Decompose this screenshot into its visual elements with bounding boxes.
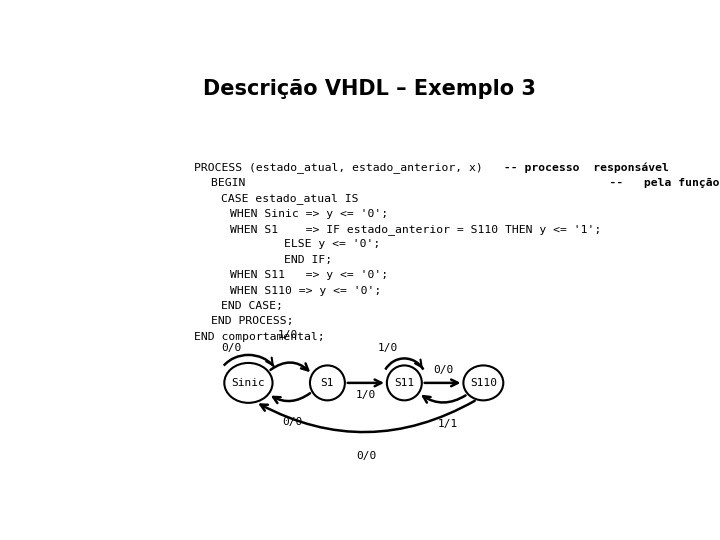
Text: S110: S110 [470,378,497,388]
Text: -- processo  responsável: -- processo responsável [497,163,669,173]
Ellipse shape [310,366,345,400]
Text: --   pela função de saída: -- pela função de saída [582,178,720,188]
Text: END IF;: END IF; [284,255,332,265]
Text: WHEN S1    => IF estado_anterior = S110 THEN y <= '1';: WHEN S1 => IF estado_anterior = S110 THE… [230,224,601,235]
Text: 1/1: 1/1 [438,420,458,429]
Text: WHEN S11   => y <= '0';: WHEN S11 => y <= '0'; [230,270,388,280]
Ellipse shape [225,363,273,403]
Text: S11: S11 [395,378,415,388]
Text: WHEN S110 => y <= '0';: WHEN S110 => y <= '0'; [230,286,381,295]
Text: 1/0: 1/0 [377,342,398,353]
Text: PROCESS (estado_atual, estado_anterior, x): PROCESS (estado_atual, estado_anterior, … [194,163,497,173]
Text: 0/0: 0/0 [222,342,242,353]
Text: END comportamental;: END comportamental; [194,332,325,342]
Text: Descrição VHDL – Exemplo 3: Descrição VHDL – Exemplo 3 [202,79,536,99]
Text: 0/0: 0/0 [282,417,302,427]
Text: CASE estado_atual IS: CASE estado_atual IS [221,193,359,204]
Text: 0/0: 0/0 [356,451,376,461]
Text: 1/0: 1/0 [356,390,376,400]
Text: ELSE y <= '0';: ELSE y <= '0'; [284,239,380,249]
Text: BEGIN: BEGIN [211,178,582,188]
Text: WHEN Sinic => y <= '0';: WHEN Sinic => y <= '0'; [230,208,388,219]
Text: 0/0: 0/0 [433,366,454,375]
Ellipse shape [464,366,503,400]
Ellipse shape [387,366,422,400]
Text: END PROCESS;: END PROCESS; [211,316,294,326]
Text: END CASE;: END CASE; [221,301,283,311]
Text: 1/0: 1/0 [278,330,298,340]
Text: S1: S1 [320,378,334,388]
Text: Sinic: Sinic [232,378,265,388]
